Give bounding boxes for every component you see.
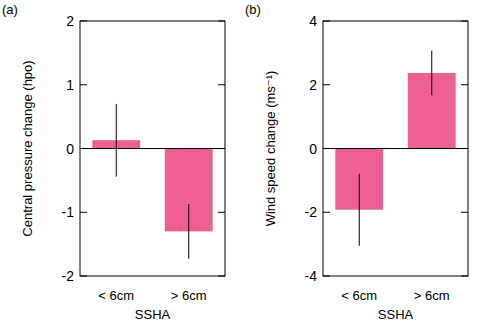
- y-tick: [218, 21, 225, 22]
- error-bar: [431, 51, 432, 96]
- panel-title: (a): [2, 2, 18, 17]
- y-tick: [323, 21, 330, 22]
- y-axis-label: Wind speed change (ms⁻¹): [263, 71, 278, 227]
- y-tick: [461, 148, 468, 149]
- y-tick: [461, 21, 468, 22]
- y-tick: [80, 21, 87, 22]
- y-tick: [218, 84, 225, 85]
- x-tick-label: < 6cm: [98, 288, 134, 303]
- x-tick-label: > 6cm: [414, 288, 450, 303]
- error-bar: [116, 104, 117, 177]
- y-tick-label: -2: [305, 204, 318, 220]
- panel: (b) -4 -2 0 2 4 < 6cm > 6cmSSHA Wind speed chang…: [245, 2, 468, 322]
- y-tick-label: 2: [66, 13, 74, 29]
- y-axis-label: Central pressure change (hpo): [20, 60, 35, 236]
- y-tick: [80, 148, 87, 149]
- y-tick-label: -2: [62, 268, 75, 284]
- plot-area: [80, 104, 225, 259]
- zero-line: [80, 148, 225, 149]
- y-tick-label: 4: [309, 13, 317, 29]
- y-tick: [323, 84, 330, 85]
- frame: [80, 21, 225, 276]
- y-tick: [80, 212, 87, 213]
- frame: [323, 21, 468, 276]
- y-tick: [461, 276, 468, 277]
- y-tick: [218, 276, 225, 277]
- plot-area: [323, 51, 468, 246]
- figure: (a)-2-1012< 6cm> 6cmSSHACentral pressure…: [0, 0, 500, 326]
- y-tick: [218, 148, 225, 149]
- y-tick-label: 2: [309, 77, 317, 93]
- x-axis-label: SSHA: [135, 307, 171, 322]
- y-tick: [461, 84, 468, 85]
- y-tick: [80, 276, 87, 277]
- y-tick-label: -4: [305, 268, 318, 284]
- x-tick-label: > 6cm: [171, 288, 207, 303]
- y-tick-label: 0: [309, 141, 317, 157]
- y-tick: [323, 148, 330, 149]
- y-tick-label: 1: [66, 77, 74, 93]
- y-tick-label: 0: [66, 141, 74, 157]
- error-bar: [188, 204, 189, 259]
- panel: (a) -2 -1 0 1 2 < 6cm > 6cmSSHA Central pressure…: [2, 2, 225, 322]
- error-bar: [359, 174, 360, 246]
- zero-line: [323, 148, 468, 149]
- x-tick-label: < 6cm: [341, 288, 377, 303]
- y-tick: [218, 212, 225, 213]
- y-tick: [80, 84, 87, 85]
- panel-title: (b): [245, 2, 261, 17]
- y-tick-label: -1: [62, 204, 75, 220]
- y-tick: [323, 276, 330, 277]
- x-axis-label: SSHA: [378, 307, 414, 322]
- y-tick: [461, 212, 468, 213]
- y-tick: [323, 212, 330, 213]
